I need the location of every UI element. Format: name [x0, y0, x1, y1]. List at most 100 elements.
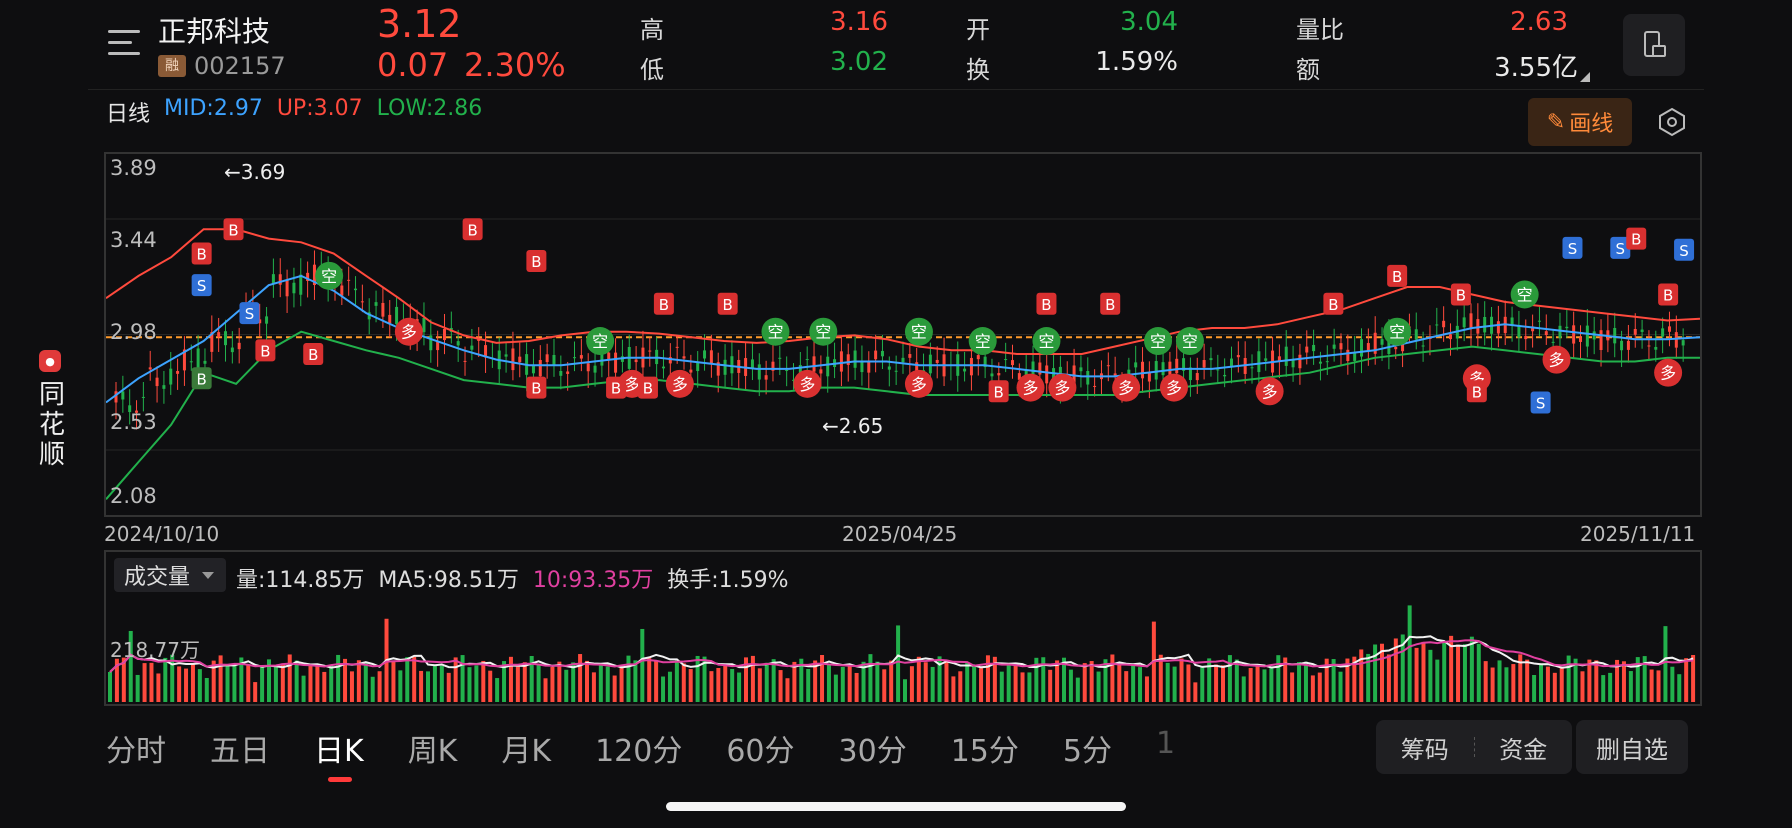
candle-body: [1435, 324, 1439, 326]
volume-bar: [522, 662, 527, 702]
volume-bar: [1227, 655, 1232, 702]
tab-fenshi[interactable]: 分时: [106, 734, 166, 769]
tab-wuri[interactable]: 五日: [210, 734, 270, 769]
volume-bar: [481, 660, 486, 702]
volume-bar: [267, 659, 271, 702]
volume-bar: [287, 654, 292, 702]
volume-bar: [667, 671, 672, 702]
tab-weekly-k[interactable]: 周K: [407, 734, 458, 769]
candle-body: [908, 354, 912, 358]
candle-body: [1654, 346, 1658, 350]
volume-bar: [764, 662, 769, 702]
candle-body: [771, 361, 775, 371]
signal-marker-buy: B: [653, 292, 674, 315]
remove-watchlist-button[interactable]: 删自选: [1576, 720, 1688, 774]
signal-marker-short: 空: [904, 317, 933, 346]
landscape-toggle-button[interactable]: [1623, 14, 1685, 76]
y-tick-label: 2.53: [110, 410, 157, 434]
pencil-icon: ✎: [1546, 109, 1566, 135]
draw-line-button[interactable]: ✎ 画线: [1528, 98, 1632, 146]
volume-amount: 量:114.85万: [236, 568, 365, 593]
svg-text:S: S: [1568, 240, 1578, 258]
volume-bar: [1338, 671, 1343, 702]
volume-bar: [1587, 659, 1592, 702]
candle-body: [1325, 361, 1329, 363]
volume-bar: [1663, 626, 1668, 702]
series-line-low: [106, 330, 1700, 500]
signal-marker-short: 空: [1175, 327, 1204, 356]
candle-body: [1647, 345, 1651, 347]
candle-body: [1004, 359, 1008, 361]
volume-bar: [1635, 657, 1640, 702]
tab-5min[interactable]: 5分: [1062, 734, 1112, 769]
turnover-label: 换: [966, 56, 990, 84]
chip-fund-toggle: 筹码 资金: [1376, 720, 1572, 774]
period-label: 日线: [106, 102, 151, 127]
volume-bar: [515, 666, 520, 702]
candle-body: [1667, 326, 1671, 332]
volume-bar: [1580, 671, 1585, 702]
candle-body: [675, 346, 679, 348]
volume-bar: [654, 660, 659, 702]
svg-text:S: S: [1616, 240, 1626, 258]
svg-text:空: 空: [592, 332, 608, 351]
tab-monthly-k[interactable]: 月K: [501, 734, 552, 769]
candle-body: [552, 354, 556, 365]
candle-body: [730, 356, 734, 374]
volume-bar: [799, 658, 804, 702]
volume-bar: [757, 668, 762, 702]
candle-body: [764, 375, 768, 380]
svg-text:多: 多: [1549, 351, 1565, 370]
svg-text:B: B: [993, 383, 1003, 401]
candle-body: [340, 285, 344, 296]
brand-strip[interactable]: ● 同花顺: [30, 350, 70, 470]
home-indicator[interactable]: [666, 802, 1126, 811]
volume-bar: [903, 679, 907, 702]
x-tick-label: 2024/10/10: [104, 522, 220, 546]
low-label: 低: [640, 56, 664, 84]
chips-button[interactable]: 筹码: [1400, 735, 1449, 764]
candle-body: [114, 391, 118, 403]
indicator-selector[interactable]: 成交量: [114, 558, 226, 592]
volume-bar: [1110, 654, 1115, 702]
volume-bar: [184, 668, 189, 702]
tab-15min[interactable]: 15分: [950, 734, 1019, 769]
kline-chart-canvas: BBSS空B多B空B B空空空空B空B空 空BB空B 空S SB多多多多多多多多多多多多…: [106, 218, 1700, 500]
settings-icon[interactable]: [1656, 106, 1688, 138]
candle-body: [1442, 320, 1446, 328]
volume-bar: [253, 682, 258, 702]
volume-bar: [564, 669, 569, 702]
candle-body: [586, 363, 590, 372]
volume-bar: [1020, 672, 1025, 702]
volume-bar: [260, 665, 265, 702]
tab-30min[interactable]: 30分: [838, 734, 907, 769]
volume-bar: [1269, 667, 1274, 702]
mid-value: MID:2.97: [164, 96, 263, 121]
signal-marker-short: 空: [809, 317, 838, 346]
candle-body: [976, 355, 980, 360]
tab-1min[interactable]: 1: [1155, 726, 1176, 761]
tab-120min[interactable]: 120分: [595, 734, 683, 769]
candle-body: [860, 360, 864, 373]
signal-marker-sell: S: [1674, 238, 1695, 261]
signal-marker-short: 空: [1032, 327, 1061, 356]
high-label: 高: [640, 16, 664, 44]
candle-body: [839, 351, 843, 372]
volume-bar: [875, 661, 880, 702]
signal-marker-buy: B: [191, 242, 212, 265]
tab-daily-k[interactable]: 日K: [314, 726, 364, 782]
signal-marker-buy: B: [1466, 380, 1487, 403]
expand-triangle-icon[interactable]: [1580, 72, 1590, 82]
candle-body: [388, 314, 392, 324]
volume-bar: [591, 672, 596, 702]
candle-body: [1353, 352, 1357, 361]
menu-icon[interactable]: [108, 30, 140, 56]
funds-button[interactable]: 资金: [1499, 735, 1548, 764]
tab-60min[interactable]: 60分: [726, 734, 795, 769]
open-value: 3.04: [1120, 7, 1178, 37]
volume-bar: [1345, 658, 1350, 702]
candle-body: [1537, 320, 1541, 322]
volume-panel[interactable]: 成交量 量:114.85万 MA5:98.51万 10:93.35万 换手:1.…: [104, 550, 1702, 706]
candle-body: [935, 359, 939, 363]
